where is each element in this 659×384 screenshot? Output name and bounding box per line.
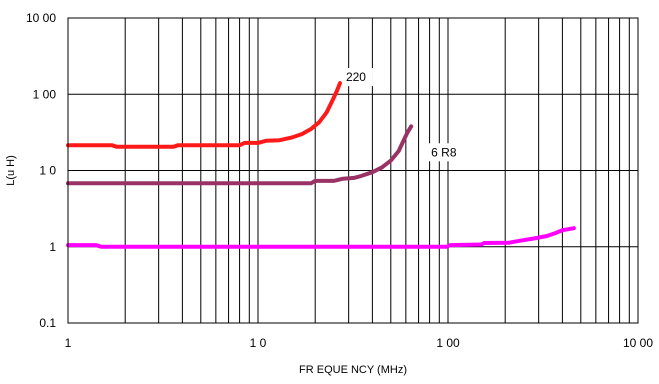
x-tick-label: 10 00 bbox=[623, 336, 653, 350]
grid bbox=[67, 17, 639, 324]
plot-frame bbox=[67, 17, 639, 324]
series-line-2 bbox=[66, 124, 414, 186]
series-line-3 bbox=[66, 226, 576, 249]
series-lines bbox=[66, 81, 576, 249]
y-tick-label: 1 bbox=[49, 240, 56, 254]
x-tick-label: 1 00 bbox=[436, 336, 460, 350]
x-tick-label: 1 bbox=[65, 336, 72, 350]
series-label-1: 220 bbox=[346, 70, 366, 84]
x-tick-labels: 1 1 0 1 00 10 00 bbox=[65, 336, 654, 350]
y-tick-label: 1 00 bbox=[33, 87, 57, 101]
y-axis-title: L(u H) bbox=[5, 155, 17, 186]
y-tick-labels: 0.1 1 1 0 1 00 10 00 bbox=[26, 11, 56, 330]
y-tick-label: 10 00 bbox=[26, 11, 56, 25]
series-label-2: 6 R8 bbox=[431, 145, 457, 159]
y-tick-label: 0.1 bbox=[39, 316, 56, 330]
x-tick-label: 1 0 bbox=[250, 336, 267, 350]
series-label-bg bbox=[341, 68, 373, 87]
y-tick-label: 1 0 bbox=[39, 164, 56, 178]
series-label-bg bbox=[427, 143, 466, 162]
x-axis-title: FR EQUE NCY (MHz) bbox=[299, 364, 407, 376]
series-line-1 bbox=[66, 81, 342, 149]
